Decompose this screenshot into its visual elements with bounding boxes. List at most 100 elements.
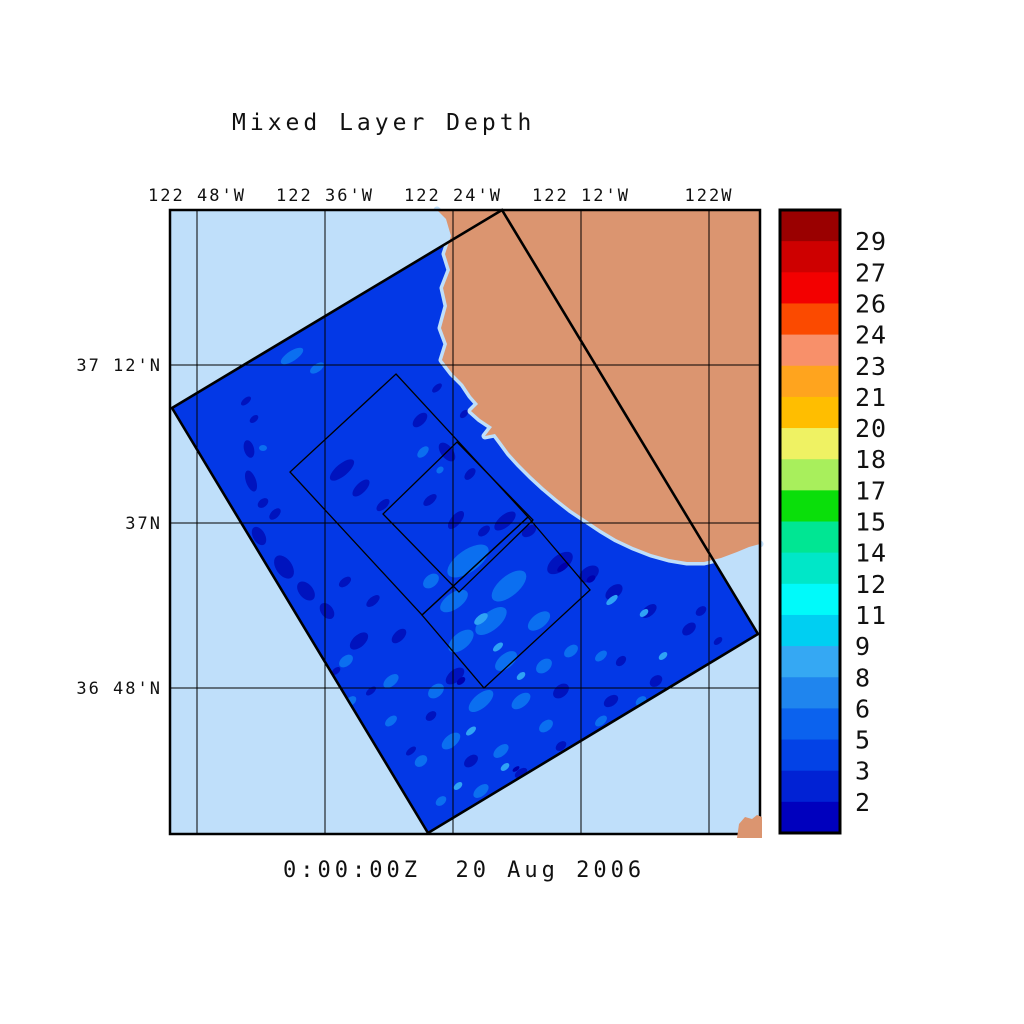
field-blob: [391, 628, 407, 644]
field-blob: [473, 784, 489, 798]
field-blob: [425, 711, 437, 721]
left-axis-labels: 37 12'N 37N 36 48'N: [76, 356, 162, 699]
colorbar-band: [781, 646, 839, 678]
colorbar-band: [781, 210, 839, 242]
field-blob: [435, 796, 447, 806]
colorbar-band: [781, 801, 839, 834]
top-axis-tick-label: 122 12'W: [532, 186, 630, 206]
field-blob: [557, 562, 569, 572]
field-blob: [241, 396, 251, 406]
field-blob: [516, 672, 526, 680]
colorbar-band: [781, 490, 839, 523]
field-blob: [366, 686, 376, 696]
field-blob: [464, 754, 478, 768]
top-axis-tick-label: 122 48'W: [148, 186, 246, 206]
field-blob: [682, 622, 696, 636]
colorbar-band: [781, 334, 839, 367]
field-blob: [366, 595, 380, 607]
field-blob: [468, 689, 494, 713]
colorbar-band: [781, 614, 839, 647]
colorbar-band: [781, 459, 839, 491]
land-mass: [437, 210, 760, 562]
field-blob: [603, 694, 619, 708]
colorbar-tick-label: 29: [855, 227, 887, 256]
field-blob: [447, 510, 465, 530]
plot-border: [168, 208, 762, 836]
field-blob: [511, 692, 531, 710]
field-blob: [464, 468, 476, 480]
field-blob: [423, 494, 437, 506]
field-blob: [639, 609, 649, 617]
field-blob: [493, 744, 509, 758]
field-blob: [447, 544, 489, 578]
colorbar-tick-label: 21: [855, 383, 887, 412]
colorbar-tick-label: 3: [855, 757, 871, 786]
field-blob: [338, 576, 352, 588]
colorbar-tick-label: 20: [855, 414, 887, 443]
colorbar-border: [778, 208, 842, 835]
field-blob: [445, 667, 465, 685]
colorbar-tick-label: 24: [855, 321, 887, 350]
field-blob: [259, 445, 267, 451]
field-blob: [257, 498, 269, 508]
top-axis-tick-label: 122 24'W: [404, 186, 502, 206]
colorbar-tick-label: 8: [855, 663, 871, 692]
field-blob: [713, 637, 723, 645]
colorbar-tick-label: 18: [855, 445, 887, 474]
field-blob: [495, 651, 517, 671]
field-blob: [331, 667, 341, 675]
top-axis-labels: 122 48'W 122 36'W 122 24'W 122 12'W 122W: [148, 186, 731, 206]
field-blob: [564, 644, 578, 658]
field-blob: [414, 755, 428, 767]
field-blob: [595, 715, 607, 727]
colorbar-band: [781, 583, 839, 616]
field-blob: [491, 570, 527, 602]
colorbar-band: [781, 241, 839, 273]
field-blob: [595, 650, 607, 662]
field-blob: [448, 629, 474, 653]
field-blob: [352, 479, 370, 497]
field-blob: [329, 459, 355, 481]
left-axis-tick-label: 37N: [125, 514, 162, 534]
field-blob: [432, 383, 442, 393]
left-axis-tick-label: 36 48'N: [76, 679, 162, 699]
field-blob: [512, 766, 520, 772]
colorbar-tick-label: 6: [855, 694, 871, 723]
field-blob: [658, 652, 668, 660]
field-blob: [527, 611, 551, 631]
field-blob: [412, 412, 428, 428]
field-blob: [474, 613, 488, 625]
colorbar-tick-label: 26: [855, 289, 887, 318]
colorbar-band: [781, 708, 839, 741]
field-blob: [249, 415, 259, 423]
field-blob: [319, 603, 335, 619]
field-blob: [493, 642, 503, 652]
colorbar: [781, 210, 839, 834]
colorbar-tick-label: 15: [855, 508, 887, 537]
colorbar-band: [781, 303, 839, 336]
colorbar-band: [781, 272, 839, 305]
field-blob: [536, 658, 552, 674]
field-blob: [466, 726, 476, 736]
colorbar-tick-label: 9: [855, 632, 871, 661]
field-blob: [649, 675, 663, 687]
field-blob: [251, 526, 267, 546]
field-blob: [478, 525, 490, 537]
field-blob: [606, 594, 618, 606]
field-blob: [500, 763, 510, 771]
field-blob: [339, 654, 353, 668]
field-blob: [436, 466, 444, 474]
colorbar-band: [781, 739, 839, 772]
colorbar-tick-label: 11: [855, 601, 887, 630]
field-blob: [605, 584, 623, 600]
field-blob: [423, 573, 439, 589]
colorbar-tick-label: 2: [855, 788, 871, 817]
field-blob: [349, 632, 369, 650]
field-blob: [269, 508, 281, 520]
colorbar-band: [781, 365, 839, 398]
field-blob: [274, 555, 294, 579]
field-blob: [243, 440, 255, 458]
field-blob: [586, 575, 596, 583]
